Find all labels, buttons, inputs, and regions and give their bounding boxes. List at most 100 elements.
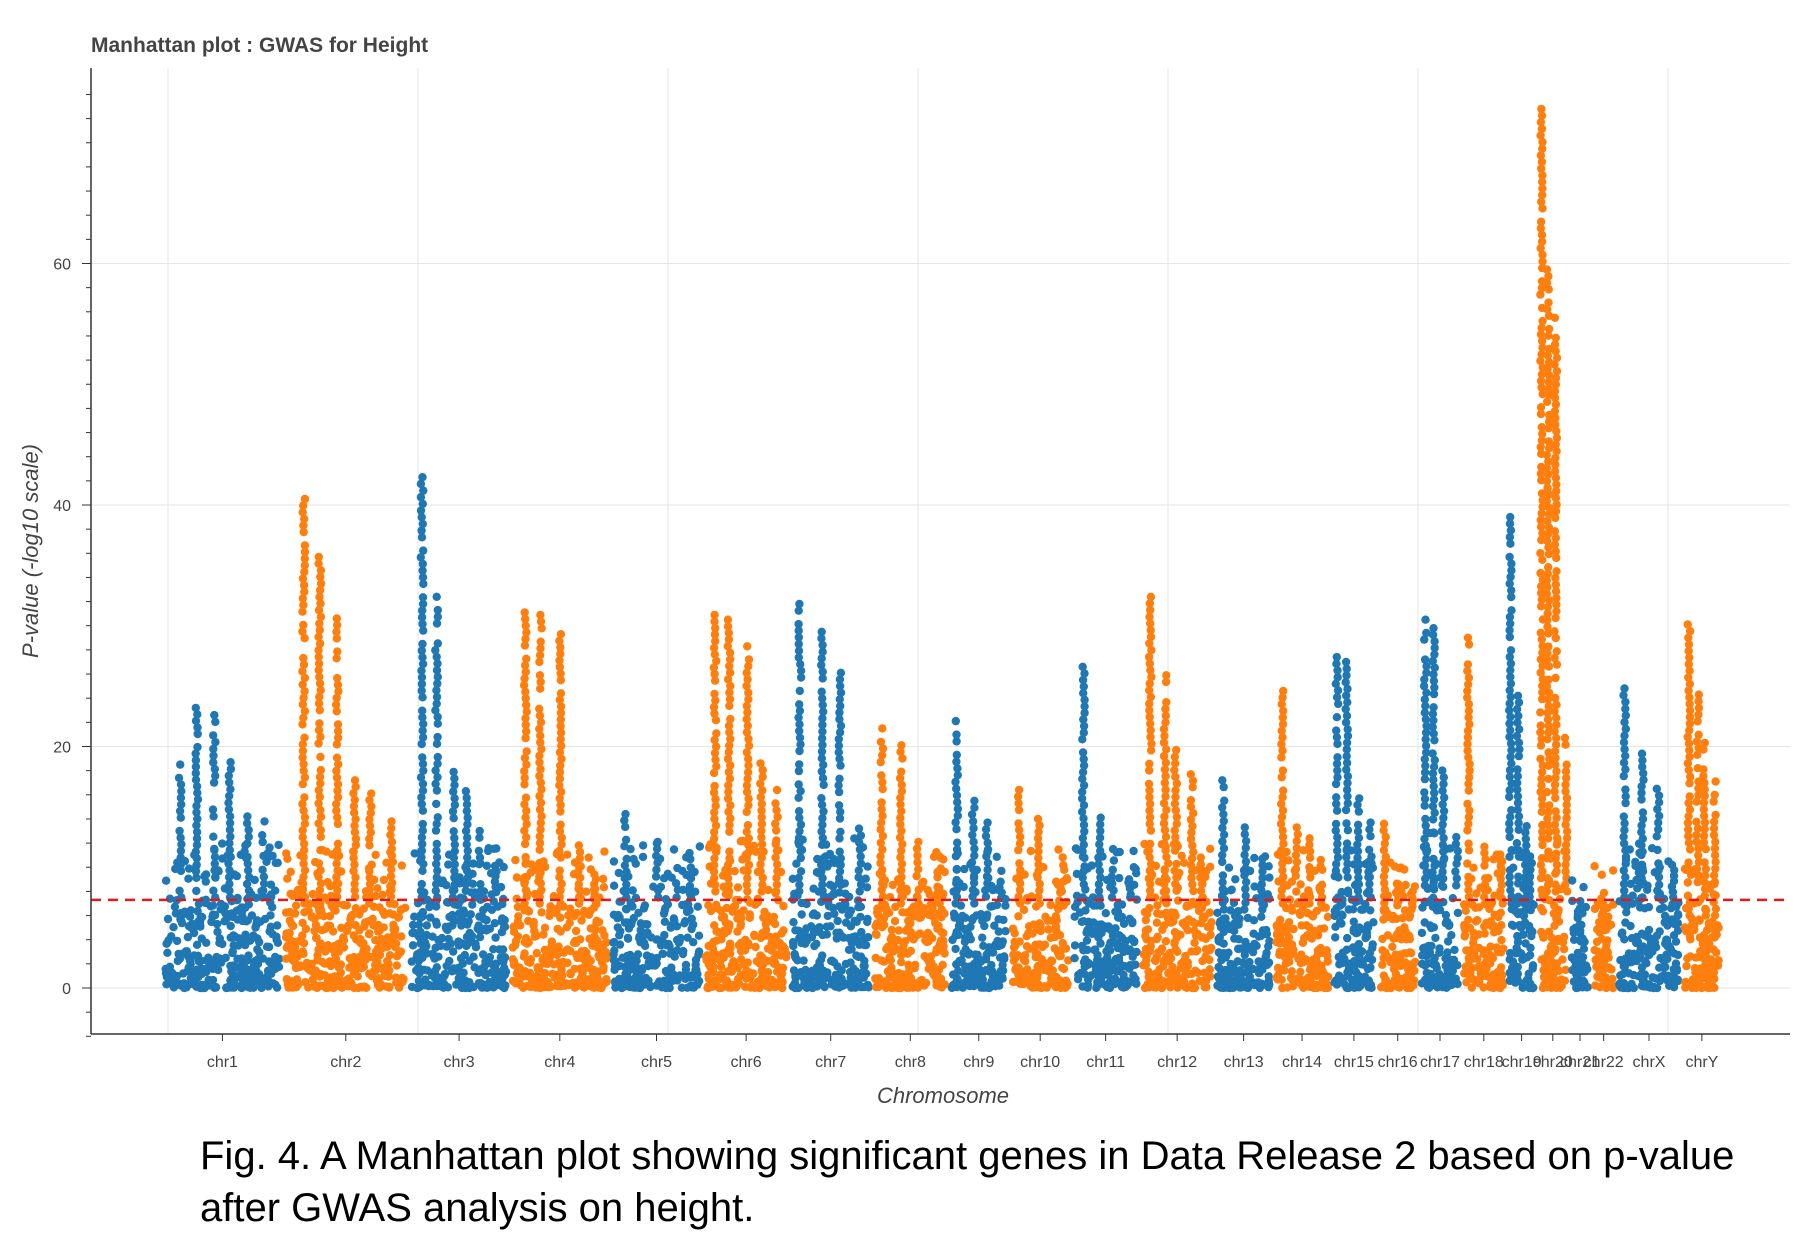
snp-peak-point [519,681,529,690]
snp-point [951,944,960,954]
snp-point [953,966,963,975]
snp-peak-point [555,794,564,803]
snp-peak-point [555,827,565,836]
snp-point [557,970,566,979]
snp-point [939,942,948,951]
snp-point [1392,914,1401,923]
snp-peak-point [796,660,805,669]
snp-peak-point [652,865,661,874]
snp-peak-point [520,800,529,809]
snp-point [283,978,293,987]
snp-peak-point [877,805,886,814]
snp-peak-point [1161,718,1170,727]
snp-peak-point [316,686,325,695]
snp-point [246,983,255,992]
snp-peak-point [418,779,428,789]
snp-point [979,941,988,950]
snp-peak-point [192,886,201,896]
snp-peak-point [332,872,341,882]
snp-peak-point [1186,802,1196,811]
snp-peak-point [878,778,887,787]
snp-peak-point [1240,905,1249,914]
snp-point [379,875,389,885]
snp-point [566,969,575,979]
snp-peak-point [794,619,803,629]
snp-peak-point [1333,839,1342,849]
snp-point [1052,916,1062,925]
snp-point [828,882,838,891]
snp-peak-point [1343,826,1353,835]
snp-point [1158,925,1167,934]
snp-point [448,910,457,920]
snp-point [1097,920,1107,930]
snp-peak-point [1170,799,1180,808]
snp-point [841,889,850,898]
snp-peak-point [366,808,375,818]
snp-peak-point [209,778,219,787]
snp-point [1281,925,1290,934]
snp-point [586,906,595,915]
snp-point [1064,956,1073,965]
snp-peak-point [725,701,734,711]
snp-peak-point [1241,884,1250,894]
snp-point [1050,932,1060,942]
snp-peak-point [1147,739,1156,748]
snp-point [602,977,611,986]
snp-peak-point [967,810,977,819]
snp-point [265,843,274,852]
snp-peak-point [211,771,220,781]
snp-point [1273,922,1282,932]
snp-peak-point [1343,684,1352,694]
snp-peak-point [952,845,962,854]
snp-peak-point [314,666,323,675]
snp-peak-point [574,867,583,876]
snp-peak-point [176,866,186,876]
snp-peak-point [1188,867,1197,876]
snp-peak-point [461,787,471,796]
snp-point [1367,955,1377,964]
snp-point [537,908,546,917]
snp-peak-point [1219,830,1229,839]
snp-point [1357,905,1366,914]
snp-peak-point [192,834,202,843]
snp-point [1228,983,1238,992]
snp-peak-point [333,899,342,908]
snp-peak-point [1380,839,1390,848]
snp-peak-point [332,806,341,815]
snp-peak-point [817,734,827,743]
snp-peak-point [1079,721,1089,731]
snp-peak-point [794,780,803,789]
snp-peak-point [1096,813,1105,822]
snp-peak-point [794,793,803,802]
snp-peak-point [535,711,545,720]
snp-peak-point [208,805,218,814]
snp-peak-point [462,800,472,809]
snp-point [588,968,598,978]
snp-point [1307,910,1316,920]
snp-point [733,883,743,892]
snp-peak-point [314,786,323,795]
chromosome-points-chr8 [871,724,949,993]
snp-point [832,934,841,943]
snp-peak-point [417,739,426,749]
snp-point [447,967,457,976]
snp-peak-point [895,774,905,783]
snp-point [959,882,968,892]
snp-point [208,910,218,919]
snp-point [1060,983,1070,992]
snp-point [524,907,534,916]
snp-peak-point [522,872,531,882]
snp-peak-point [818,873,827,883]
snp-peak-point [1188,821,1197,831]
snp-peak-point [522,700,531,710]
snp-peak-point [1394,880,1403,889]
snp-point [346,979,356,988]
snp-peak-point [1196,853,1206,862]
snp-peak-point [244,886,254,895]
snp-point [1381,975,1391,984]
snp-peak-point [1258,873,1267,882]
snp-point [321,924,330,934]
snp-point [1200,982,1210,992]
snp-peak-point [1077,807,1087,816]
snp-peak-point [575,847,585,857]
